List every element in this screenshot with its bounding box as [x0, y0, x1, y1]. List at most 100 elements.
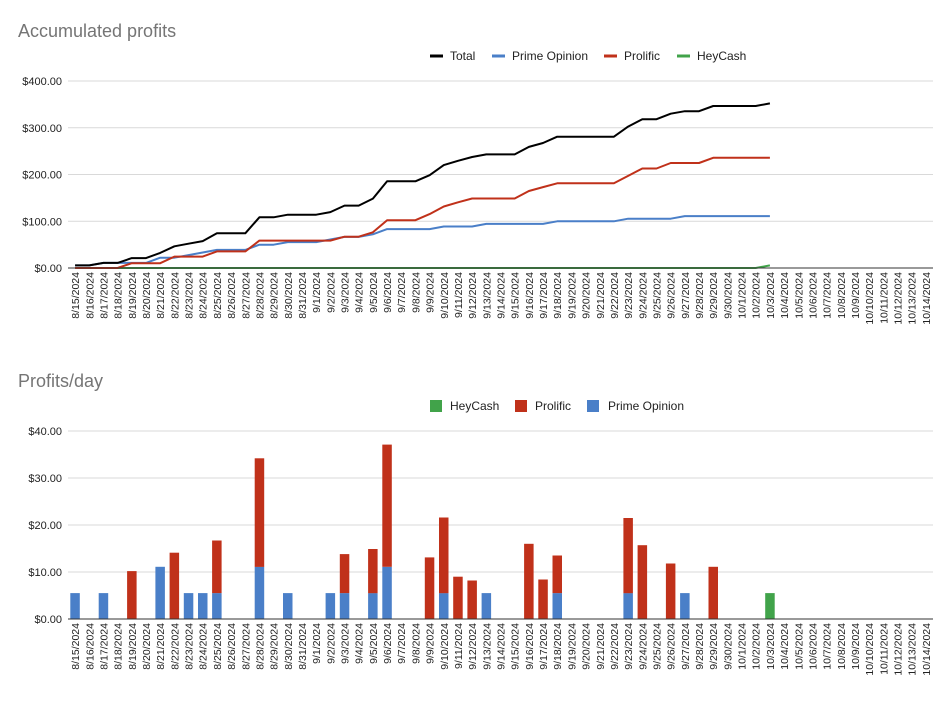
- x-tick-label: 9/4/2024: [354, 623, 366, 664]
- x-tick-label: 9/20/2024: [581, 623, 593, 670]
- bar-prime-opinion[interactable]: [552, 593, 563, 619]
- bar-prolific[interactable]: [169, 552, 180, 619]
- bar-prolific[interactable]: [623, 518, 633, 594]
- x-tick-label: 10/2/2024: [751, 623, 763, 670]
- bar-prime-opinion[interactable]: [254, 566, 265, 619]
- bar-prime-opinion[interactable]: [623, 593, 633, 619]
- bar-prime-opinion[interactable]: [70, 593, 80, 619]
- x-tick-label: 10/1/2024: [737, 272, 749, 319]
- x-tick-label: 9/29/2024: [708, 272, 720, 319]
- series-line-prime-opinion[interactable]: [75, 215, 770, 267]
- x-tick-label: 10/11/2024: [878, 623, 890, 675]
- legend-item-total[interactable]: Total: [430, 49, 475, 63]
- x-tick-label: 9/21/2024: [595, 272, 607, 319]
- bar-heycash[interactable]: [765, 593, 775, 619]
- legend-label-heycash: HeyCash: [697, 49, 746, 63]
- legend-item-heycash[interactable]: HeyCash: [430, 399, 499, 413]
- bar-prolific[interactable]: [708, 566, 719, 619]
- x-tick-label: 8/21/2024: [155, 272, 167, 319]
- bar-prolific[interactable]: [439, 517, 449, 594]
- x-tick-label: 9/6/2024: [382, 623, 394, 664]
- legend-item-prolific[interactable]: Prolific: [604, 49, 660, 63]
- bar-prime-opinion[interactable]: [212, 593, 222, 619]
- bar-prolific[interactable]: [665, 563, 676, 620]
- x-tick-label: 10/11/2024: [878, 272, 890, 324]
- x-tick-label: 10/8/2024: [836, 623, 848, 670]
- bar-prolific[interactable]: [424, 557, 435, 619]
- bar-prime-opinion[interactable]: [325, 593, 336, 619]
- bar-prime-opinion[interactable]: [98, 593, 109, 619]
- x-tick-label: 8/22/2024: [169, 272, 181, 319]
- legend-swatch-heycash: [430, 400, 442, 412]
- x-tick-label: 10/2/2024: [751, 272, 763, 319]
- bar-prolific[interactable]: [339, 554, 350, 594]
- bar-prime-opinion[interactable]: [368, 593, 378, 619]
- x-tick-label: 10/3/2024: [765, 272, 777, 319]
- x-tick-label: 9/9/2024: [425, 272, 437, 313]
- series-line-prolific[interactable]: [75, 156, 770, 269]
- bar-prolific[interactable]: [127, 571, 137, 619]
- x-tick-label: 9/18/2024: [552, 623, 564, 670]
- x-tick-label: 8/26/2024: [226, 272, 238, 319]
- x-tick-label: 8/29/2024: [269, 623, 281, 670]
- bar-prolific[interactable]: [368, 549, 378, 594]
- x-tick-label: 10/6/2024: [807, 623, 819, 670]
- x-tick-label: 9/11/2024: [453, 272, 465, 318]
- x-tick-label: 8/22/2024: [169, 623, 181, 670]
- bar-prime-opinion[interactable]: [198, 593, 208, 619]
- y-tick-label: $200.00: [22, 170, 62, 182]
- legend-label-prime-opinion: Prime Opinion: [608, 399, 684, 413]
- chart-title: Accumulated profits: [18, 21, 176, 41]
- legend-item-prolific[interactable]: Prolific: [515, 399, 571, 413]
- x-tick-label: 9/8/2024: [410, 623, 422, 664]
- legend-item-prime-opinion[interactable]: Prime Opinion: [492, 49, 588, 63]
- x-tick-label: 9/14/2024: [496, 272, 508, 319]
- x-tick-label: 8/26/2024: [226, 623, 238, 670]
- y-tick-label: $10.00: [28, 567, 62, 579]
- legend-label-prolific: Prolific: [624, 49, 660, 63]
- bar-prime-opinion[interactable]: [439, 593, 449, 619]
- y-tick-label: $100.00: [22, 216, 62, 228]
- bar-prime-opinion[interactable]: [339, 593, 350, 619]
- bar-prime-opinion[interactable]: [382, 566, 392, 619]
- x-tick-label: 10/14/2024: [921, 272, 933, 325]
- y-tick-label: $300.00: [22, 123, 62, 135]
- bar-prime-opinion[interactable]: [283, 593, 293, 619]
- y-tick-label: $30.00: [28, 473, 62, 485]
- bar-prime-opinion[interactable]: [680, 593, 690, 619]
- y-tick-label: $40.00: [28, 426, 62, 438]
- x-tick-label: 9/19/2024: [566, 272, 578, 319]
- bar-prolific[interactable]: [524, 543, 534, 619]
- chart-legend: HeyCash Prolific Prime Opinion: [430, 399, 684, 413]
- x-tick-label: 10/6/2024: [807, 272, 819, 319]
- x-tick-label: 8/18/2024: [113, 272, 125, 319]
- legend-swatch-prime-opinion: [587, 400, 599, 412]
- bar-prolific[interactable]: [538, 579, 548, 620]
- x-tick-label: 9/16/2024: [524, 623, 536, 670]
- x-tick-label: 9/3/2024: [340, 623, 352, 664]
- x-tick-label: 10/10/2024: [864, 272, 876, 325]
- x-tick-label: 9/15/2024: [510, 272, 522, 319]
- bar-prolific[interactable]: [552, 555, 563, 594]
- x-tick-label: 8/29/2024: [269, 272, 281, 319]
- bar-prolific[interactable]: [254, 458, 265, 567]
- x-tick-label: 8/17/2024: [98, 272, 110, 319]
- legend-item-prime-opinion[interactable]: Prime Opinion: [587, 399, 684, 413]
- x-tick-label: 8/16/2024: [84, 272, 96, 319]
- bar-prolific[interactable]: [453, 576, 463, 619]
- x-tick-label: 8/24/2024: [198, 623, 210, 670]
- x-tick-label: 9/22/2024: [609, 272, 621, 319]
- series-line-total[interactable]: [75, 102, 771, 267]
- x-tick-label: 8/17/2024: [98, 623, 110, 670]
- bar-prime-opinion[interactable]: [481, 593, 492, 619]
- bar-prime-opinion[interactable]: [155, 566, 165, 619]
- bar-prolific[interactable]: [212, 540, 222, 594]
- bar-prime-opinion[interactable]: [183, 593, 194, 619]
- legend-item-heycash[interactable]: HeyCash: [677, 49, 746, 63]
- bar-prolific[interactable]: [382, 444, 392, 567]
- bar-prolific[interactable]: [637, 545, 648, 619]
- x-tick-label: 9/7/2024: [396, 623, 408, 664]
- bar-prolific[interactable]: [467, 580, 477, 620]
- x-tick-label: 8/30/2024: [283, 272, 295, 319]
